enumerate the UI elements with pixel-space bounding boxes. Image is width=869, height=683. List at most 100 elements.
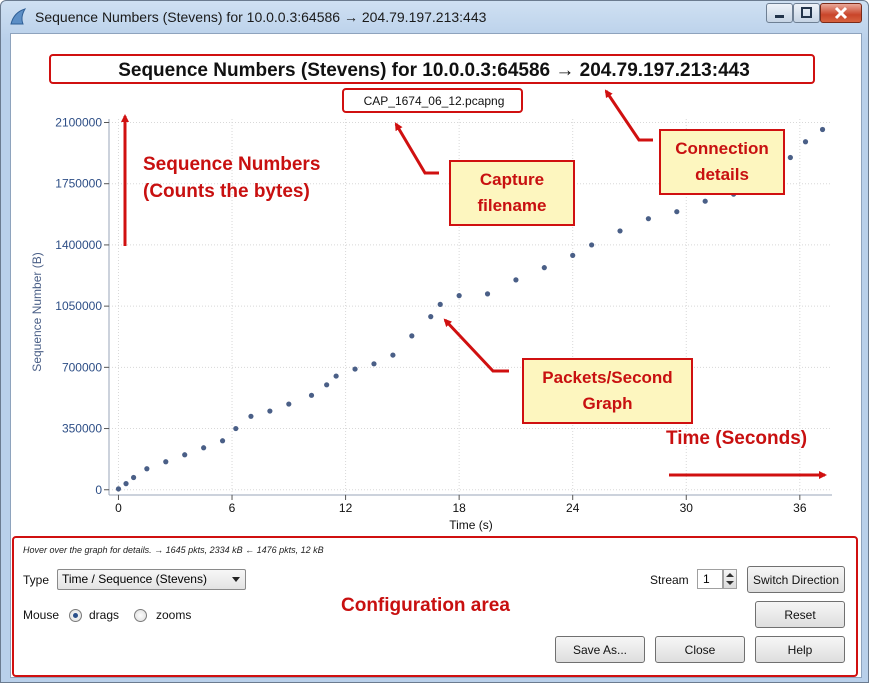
data-point [233,425,239,432]
data-point [702,198,708,204]
x-axis-label: Time (s) [449,518,493,532]
data-point [371,361,377,367]
axes: 0 6 12 18 24 30 36 0 350000 700000 1050000 1400000 1… [55,115,832,515]
x-tick-label: 6 [229,501,236,515]
type-label: Type [23,573,50,587]
spin-arrows-icon [726,573,734,585]
data-point [286,401,292,407]
zooms-radio[interactable] [134,609,147,622]
filename-highlight-box [342,88,523,113]
packets-callout-line1: Packets/Second [542,368,673,387]
sequence-numbers-line2: (Counts the bytes) [143,181,310,202]
zooms-label: zooms [156,608,192,622]
data-point [787,154,793,161]
y-tick-label: 350000 [62,422,102,436]
reset-button[interactable]: Reset [755,601,845,628]
x-tick-label: 0 [115,501,122,515]
stream-spinbox[interactable]: 1 [697,569,723,589]
close-window-button[interactable] [820,3,862,23]
connection-callout-line1: Connection [675,139,769,158]
drags-radio[interactable] [69,609,82,622]
data-point [182,452,188,458]
chevron-down-icon [232,577,240,582]
x-tick-label: 18 [452,501,466,515]
data-point [333,373,339,379]
data-point [541,265,547,271]
data-point [115,486,122,492]
data-point [802,139,809,145]
minimize-icon [775,15,784,18]
data-point [131,474,137,481]
type-dropdown-value: Time / Sequence (Stevens) [62,572,207,586]
data-point [645,216,652,222]
close-button[interactable]: Close [655,636,745,663]
data-point [219,438,226,444]
y-tick-label: 1750000 [55,177,102,191]
capture-callout-line1: Capture [479,170,545,189]
data-point [201,445,207,451]
data-point [144,466,150,472]
data-point [163,459,169,465]
data-point [390,352,396,358]
help-button[interactable]: Help [755,636,845,663]
data-point [674,209,680,215]
y-tick-label: 0 [95,483,102,497]
data-point [324,382,330,388]
configuration-area-box [12,536,858,677]
connection-highlight-box [49,54,815,84]
drags-label: drags [89,608,120,622]
data-points [115,126,826,492]
data-point [248,413,254,419]
packets-graph-callout: Packets/Second Graph [522,358,693,424]
data-point [819,126,826,133]
capture-filename-callout: Capture filename [449,160,575,226]
maximize-icon [801,7,812,18]
sequence-numbers-annotation: Sequence Numbers (Counts the bytes) [143,151,320,205]
data-point [513,277,519,283]
sequence-numbers-line1: Sequence Numbers [143,154,321,175]
y-tick-label: 700000 [62,360,102,374]
data-point [123,481,129,487]
switch-direction-button[interactable]: Switch Direction [747,566,845,593]
data-point [456,293,462,299]
x-tick-label: 12 [339,501,353,515]
wireshark-fin-icon [10,8,27,25]
hover-info-text: Hover over the graph for details. → 1645… [23,545,324,555]
time-seconds-annotation: Time (Seconds) [666,428,808,449]
title-bar[interactable]: Sequence Numbers (Stevens) for 10.0.0.3:… [1,1,868,33]
data-point [308,392,315,398]
capture-filename: CAP_1674_06_12.pcapng [364,94,505,108]
capture-callout-line2: filename [477,196,547,215]
stream-spin-buttons[interactable] [723,569,737,589]
minimize-button[interactable] [766,3,793,23]
grid [109,119,832,495]
packets-callout-line2: Graph [582,394,633,413]
maximize-button[interactable] [793,3,820,23]
data-point [589,242,595,248]
save-as-button[interactable]: Save As... [555,636,645,663]
data-point [617,228,623,234]
connection-callout-line2: details [695,165,749,184]
data-point [437,301,443,307]
data-point [267,408,273,414]
y-tick-label: 2100000 [55,115,102,129]
x-tick-label: 24 [566,501,580,515]
close-icon [834,6,848,20]
type-dropdown[interactable]: Time / Sequence (Stevens) [57,569,246,590]
configuration-area-annotation: Configuration area [341,595,510,616]
mouse-label: Mouse [23,608,60,622]
stream-label: Stream [650,573,689,587]
y-tick-label: 1050000 [55,299,102,313]
x-tick-label: 30 [680,501,694,515]
connection-details-callout: Connection details [659,129,785,195]
data-point [352,366,358,372]
window-title: Sequence Numbers (Stevens) for 10.0.0.3:… [35,9,487,25]
y-tick-label: 1400000 [55,238,102,252]
graph-heading: Sequence Numbers (Stevens) for 10.0.0.3:… [118,60,750,81]
y-axis-label: Sequence Number (B) [30,252,44,371]
data-point [570,252,576,259]
x-tick-label: 36 [793,501,807,515]
data-point [409,333,415,339]
